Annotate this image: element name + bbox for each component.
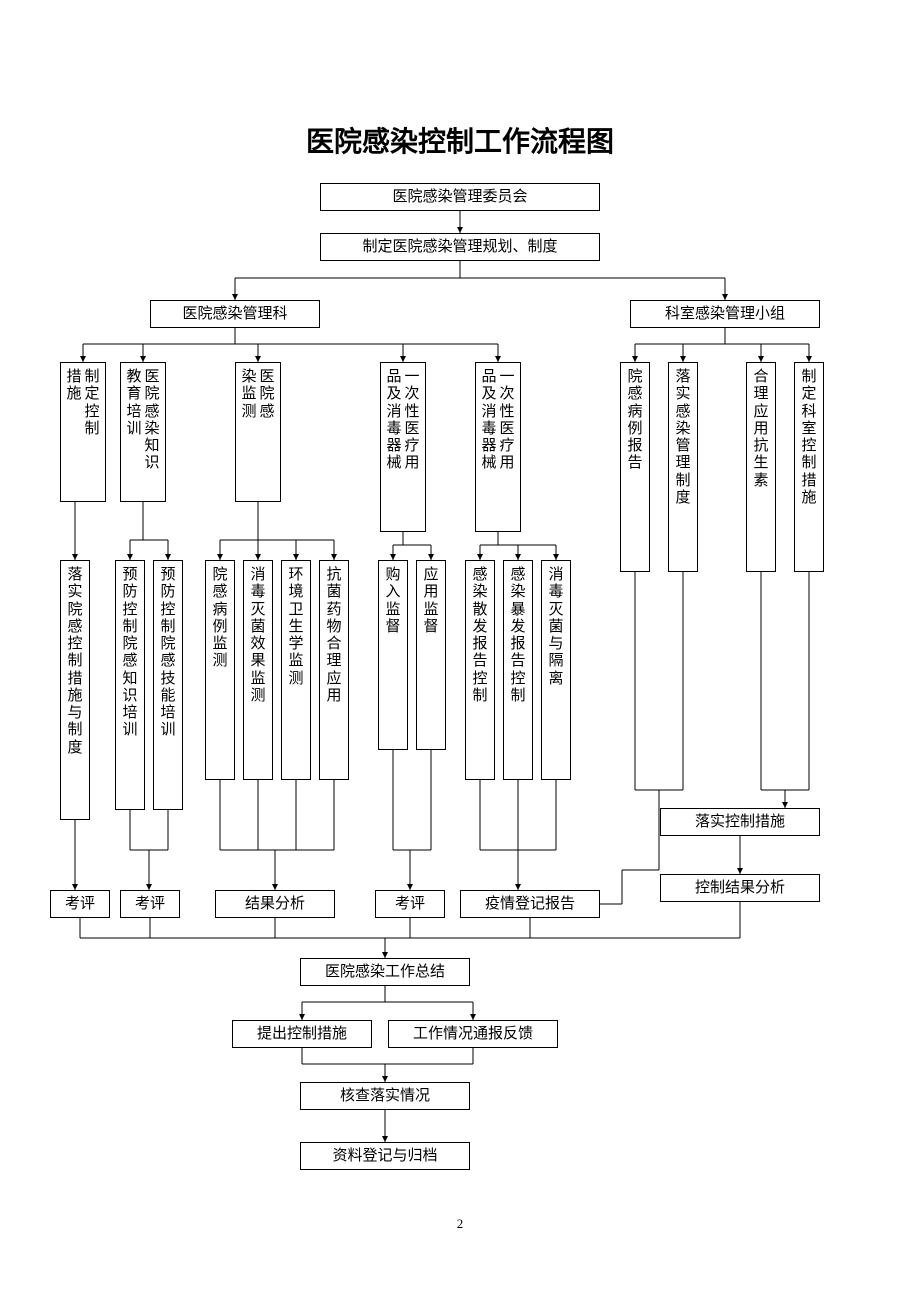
node-g3: 消毒灭菌与隔离 — [541, 560, 571, 780]
node-e3: 环境卫生学监测 — [281, 560, 311, 780]
node-s5: 资料登记与归档 — [300, 1142, 470, 1170]
node-b3: 合理应用抗生素 — [746, 362, 776, 572]
node-plan: 制定医院感染管理规划、制度 — [320, 233, 600, 261]
node-r2: 考评 — [120, 890, 180, 918]
node-a2: 教育培训 医院感染知识 — [120, 362, 166, 502]
node-committee: 医院感染管理委员会 — [320, 183, 600, 211]
node-d1: 预防控制院感知识培训 — [115, 560, 145, 810]
node-b2: 落实感染管理制度 — [668, 362, 698, 572]
node-e4: 抗菌药物合理应用 — [319, 560, 349, 780]
chart-title: 医院感染控制工作流程图 — [0, 120, 920, 160]
node-h2: 控制结果分析 — [660, 874, 820, 902]
node-c1: 落实院感控制措施与制度 — [60, 560, 90, 820]
node-r3: 结果分析 — [215, 890, 335, 918]
node-s4: 核查落实情况 — [300, 1082, 470, 1110]
node-e2: 消毒灭菌效果监测 — [243, 560, 273, 780]
node-r5: 疫情登记报告 — [460, 890, 600, 918]
page-number: 2 — [0, 1216, 920, 1232]
node-a1: 措施 制定控制 — [60, 362, 106, 502]
node-a5: 品及消毒器械 一次性医疗用 — [475, 362, 521, 532]
node-f1: 购入监督 — [378, 560, 408, 750]
node-a3: 染监测 医院感 — [235, 362, 281, 502]
node-dept: 医院感染管理科 — [150, 300, 320, 328]
node-r1: 考评 — [50, 890, 110, 918]
node-b4: 制定科室控制措施 — [794, 362, 824, 572]
node-b1: 院感病例报告 — [620, 362, 650, 572]
node-s1: 医院感染工作总结 — [300, 958, 470, 986]
node-a4: 品及消毒器械 一次性医疗用 — [380, 362, 426, 532]
node-g1: 感染散发报告控制 — [465, 560, 495, 780]
node-r4: 考评 — [375, 890, 445, 918]
node-g2: 感染暴发报告控制 — [503, 560, 533, 780]
node-f2: 应用监督 — [416, 560, 446, 750]
node-s2: 提出控制措施 — [232, 1020, 372, 1048]
node-group: 科室感染管理小组 — [630, 300, 820, 328]
node-s3: 工作情况通报反馈 — [388, 1020, 558, 1048]
node-h1: 落实控制措施 — [660, 808, 820, 836]
node-e1: 院感病例监测 — [205, 560, 235, 780]
node-d2: 预防控制院感技能培训 — [153, 560, 183, 810]
